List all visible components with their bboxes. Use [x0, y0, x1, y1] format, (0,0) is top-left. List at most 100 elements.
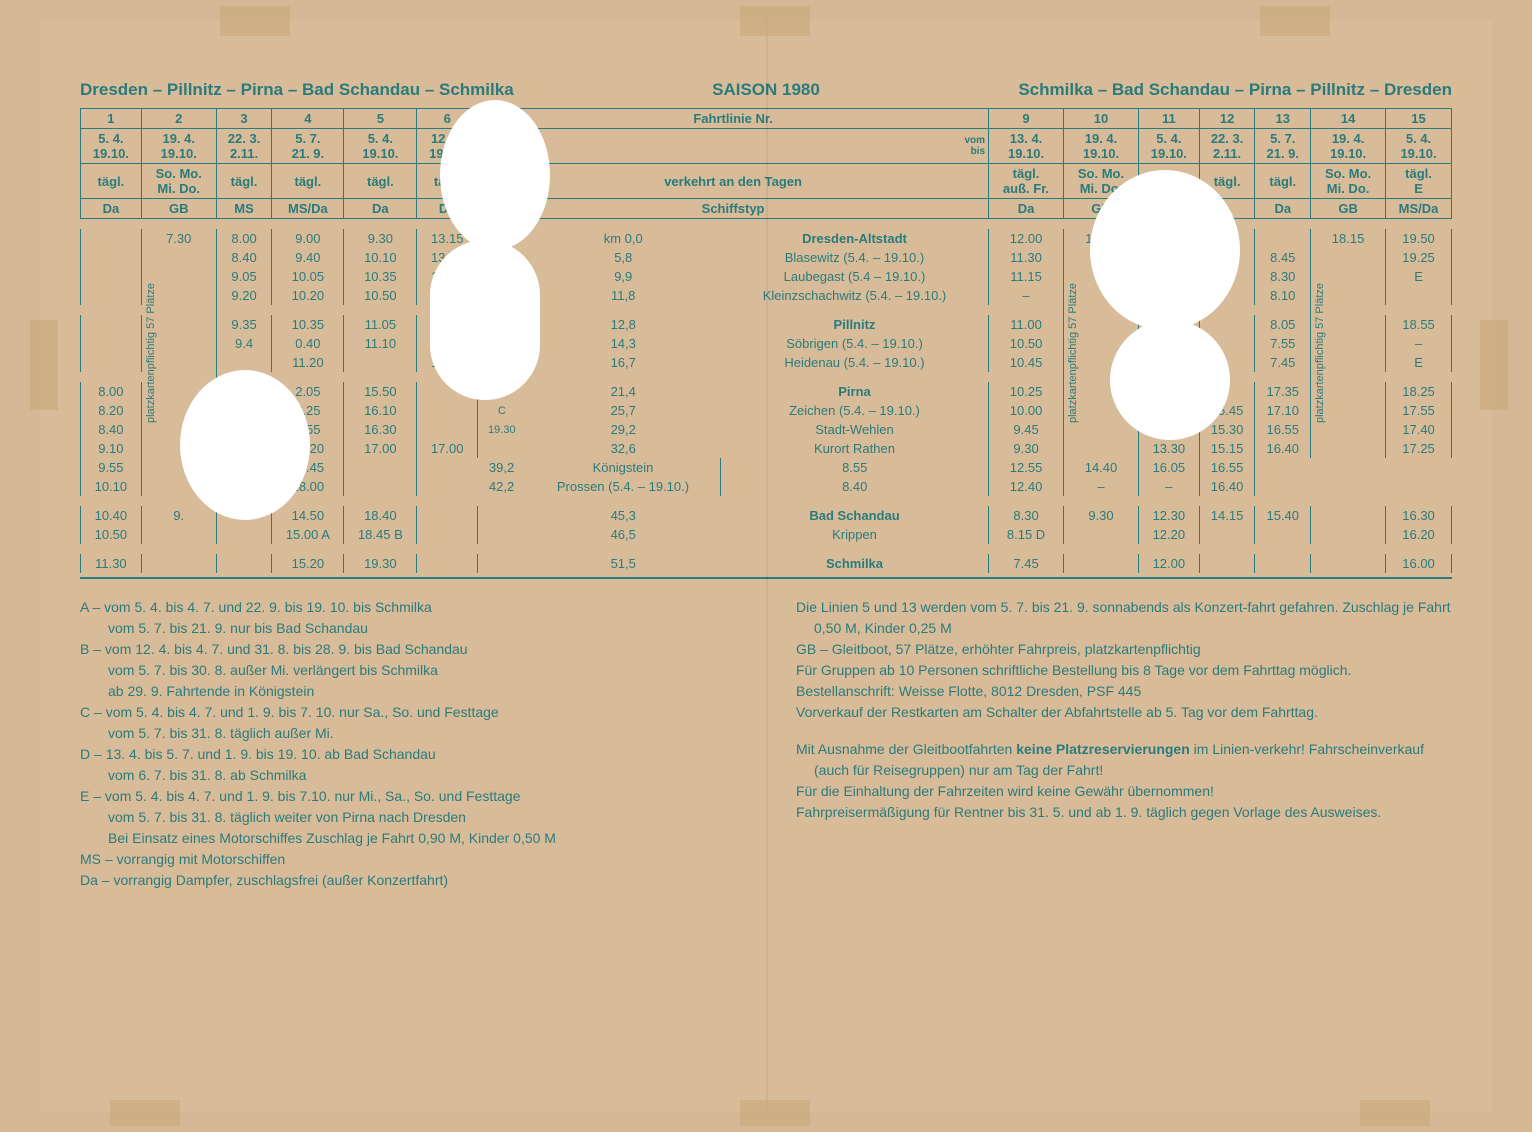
cell [141, 525, 216, 544]
header-cell: tägl.auß. Fr. [989, 164, 1064, 199]
punch-hole [180, 370, 310, 520]
cell [141, 554, 216, 573]
cell [344, 353, 417, 372]
note-line: C – vom 5. 4. bis 4. 7. und 1. 9. bis 7.… [80, 702, 736, 723]
header-cell: MS [216, 199, 272, 219]
cell: 9.35 [216, 315, 272, 334]
cell [1311, 506, 1386, 525]
note-line: A – vom 5. 4. bis 4. 7. und 22. 9. bis 1… [80, 597, 736, 618]
cell [478, 439, 526, 458]
cell: 9. [141, 506, 216, 525]
cell: 8.05 [1255, 315, 1311, 334]
note-line: ab 29. 9. Fahrtende in Königstein [80, 681, 736, 702]
cell: 10.25 [989, 382, 1064, 401]
cell: 10.00 [989, 401, 1064, 420]
cell: – [1386, 334, 1452, 353]
cell: 17.00 [417, 439, 478, 458]
header-cell: 13. 4.19.10. [989, 129, 1064, 164]
header-cell: tägl.E [1386, 164, 1452, 199]
cell: 16.20 [1386, 525, 1452, 544]
cell [417, 506, 478, 525]
cell: 7.30 [141, 229, 216, 248]
cell [81, 248, 142, 267]
cell: Dresden-Altstadt [721, 229, 989, 248]
cell: 8.30 [1255, 267, 1311, 286]
cell: 8.40 [721, 477, 989, 496]
header-cell: 9 [989, 109, 1064, 129]
cell: 16.55 [1199, 458, 1255, 477]
header-cell: 5. 4.19.10. [1138, 129, 1199, 164]
header-cell: 3 [216, 109, 272, 129]
header-cell: verkehrt an den Tagen [478, 164, 989, 199]
cell: 8.30 [989, 506, 1064, 525]
cell: 8.55 [721, 458, 989, 477]
cell: 10.50 [344, 286, 417, 305]
cell: 9.40 [272, 248, 344, 267]
note-line: vom 5. 7. bis 30. 8. außer Mi. verlänger… [80, 660, 736, 681]
route-left: Dresden – Pillnitz – Pirna – Bad Schanda… [80, 80, 514, 100]
cell: 9.30 [989, 439, 1064, 458]
cell [478, 554, 526, 573]
cell: 11.30 [989, 248, 1064, 267]
cell: 11.20 [272, 353, 344, 372]
cell: 16.40 [1255, 439, 1311, 458]
cell: 11,8 [526, 286, 721, 305]
tape-strip [1360, 1100, 1430, 1126]
header-cell: Da [81, 199, 142, 219]
cell [417, 458, 478, 477]
cell: 8.00 [216, 229, 272, 248]
notes-right-column: Die Linien 5 und 13 werden vom 5. 7. bis… [796, 597, 1452, 891]
cell: 17.55 [1386, 401, 1452, 420]
cell [81, 315, 142, 334]
header-cell: 5. 7.21. 9. [1255, 129, 1311, 164]
note-line: GB – Gleitboot, 57 Plätze, erhöhter Fahr… [796, 639, 1452, 660]
note-line: B – vom 12. 4. bis 4. 7. und 31. 8. bis … [80, 639, 736, 660]
cell: Königstein [526, 458, 721, 477]
cell: 16.55 [1255, 420, 1311, 439]
cell: 10.35 [344, 267, 417, 286]
cell [81, 286, 142, 305]
cell: 16.40 [1199, 477, 1255, 496]
header-cell: tägl. [272, 164, 344, 199]
cell [1199, 315, 1255, 334]
cell [417, 401, 478, 420]
cell [1255, 525, 1311, 544]
fold-line [766, 20, 768, 1112]
header-cell: 14 [1311, 109, 1386, 129]
cell [1386, 286, 1452, 305]
header-cell: Da [1255, 199, 1311, 219]
header-cell: 11 [1138, 109, 1199, 129]
cell [1199, 525, 1255, 544]
header-cell: So. Mo.Mi. Do. [141, 164, 216, 199]
cell: 9.4 [216, 334, 272, 353]
cell: 10.50 [81, 525, 142, 544]
punch-hole [440, 100, 550, 250]
cell: 12.40 [989, 477, 1064, 496]
cell [216, 525, 272, 544]
header-cell: So. Mo.Mi. Do. [1311, 164, 1386, 199]
header-cell: Schiffstyp [478, 199, 989, 219]
punch-hole [430, 240, 540, 400]
cell: – [1138, 477, 1199, 496]
cell: 39,2 [478, 458, 526, 477]
header-cell: 2 [141, 109, 216, 129]
cell: platzkartenpflichtig 57 Plätze [1311, 248, 1386, 458]
header-cell: 5. 4.19.10. [81, 129, 142, 164]
cell: Krippen [721, 525, 989, 544]
cell: 12.30 [1138, 506, 1199, 525]
cell: Heidenau (5.4. – 19.10.) [721, 353, 989, 372]
cell: Söbrigen (5.4. – 19.10.) [721, 334, 989, 353]
cell: 11.10 [344, 334, 417, 353]
note-line: Bei Einsatz eines Motorschiffes Zuschlag… [80, 828, 736, 849]
header-cell: 4 [272, 109, 344, 129]
header-cell: 1 [81, 109, 142, 129]
cell [344, 477, 417, 496]
header-cell: GB [141, 199, 216, 219]
cell: 16.30 [344, 420, 417, 439]
cell: 18.45 B [344, 525, 417, 544]
cell: 9,9 [526, 267, 721, 286]
cell: 15.00 A [272, 525, 344, 544]
cell [81, 353, 142, 372]
tape-strip [1260, 6, 1330, 36]
cell: 15.20 [272, 554, 344, 573]
